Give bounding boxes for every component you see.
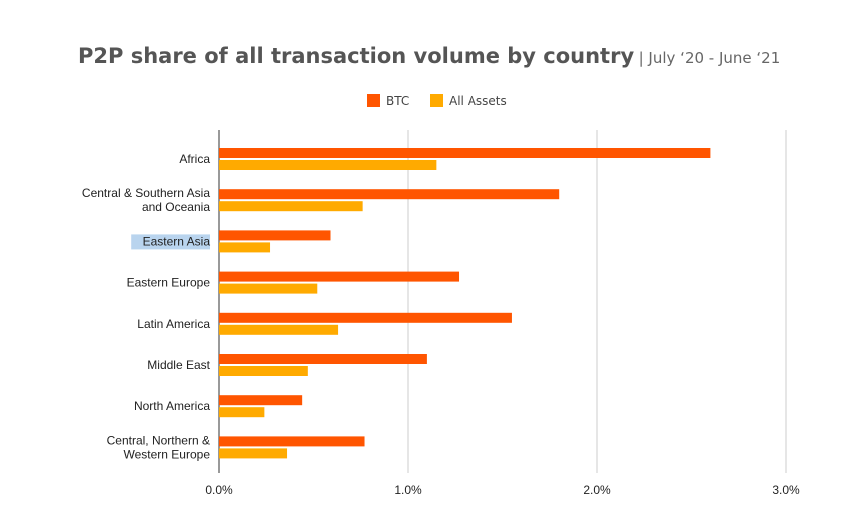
bar-all-assets-7 [219,448,288,459]
bar-btc-6 [219,395,303,406]
bar-btc-2 [219,230,331,241]
category-label-7: Central, Northern & Western Europe [107,433,211,461]
category-label-line: Latin America [137,317,210,331]
bar-all-assets-1 [219,201,363,212]
x-tick-label-3: 3.0% [772,483,800,497]
chart-title: P2P share of all transaction volume by c… [78,44,780,68]
category-label-1: Central & Southern Asia and Oceania [82,186,210,214]
bar-btc-0 [219,148,711,158]
category-highlight [131,234,210,250]
x-tick-label-0: 0.0% [205,483,233,497]
legend-label-1: All Assets [449,94,507,108]
category-label-line: and Oceania [142,200,210,214]
bar-all-assets-6 [219,407,265,418]
category-label-line: Middle East [147,358,210,372]
legend-swatch-0 [367,94,380,107]
category-label-line: Western Europe [124,447,211,461]
category-label-line: Eastern Asia [143,234,211,248]
category-label-line: Central, Northern & [107,433,210,447]
category-label-line: North America [134,399,210,413]
x-tick-label-2: 2.0% [583,483,611,497]
legend-swatch-1 [430,94,443,107]
x-tick-label-1: 1.0% [394,483,422,497]
bar-btc-7 [219,436,365,447]
bar-btc-5 [219,354,427,364]
bar-all-assets-5 [219,366,308,376]
bar-all-assets-4 [219,324,339,335]
bar-all-assets-2 [219,242,271,253]
legend-label-0: BTC [386,94,409,108]
category-label-3: Eastern Europe [127,276,211,290]
chart-title-date-range: | July ‘20 - June ‘21 [638,49,781,67]
category-label-0: Africa [179,152,210,166]
category-label-5: Middle East [147,358,210,372]
category-label-6: North America [134,399,210,413]
category-label-line: Eastern Europe [127,276,211,290]
category-label-line: Central & Southern Asia [82,186,210,200]
bar-btc-4 [219,312,512,323]
bar-all-assets-0 [219,160,437,170]
bar-btc-1 [219,189,560,200]
chart-title-main: P2P share of all transaction volume by c… [78,44,635,68]
bar-all-assets-3 [219,283,318,294]
category-label-line: Africa [179,152,210,166]
category-label-4: Latin America [137,317,210,331]
bar-btc-3 [219,271,460,282]
category-label-2: Eastern Asia [143,234,211,248]
